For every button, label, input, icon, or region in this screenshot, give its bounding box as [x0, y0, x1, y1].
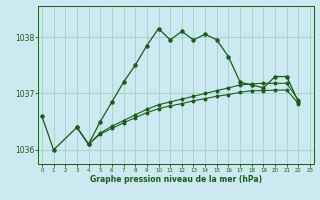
X-axis label: Graphe pression niveau de la mer (hPa): Graphe pression niveau de la mer (hPa)	[90, 175, 262, 184]
